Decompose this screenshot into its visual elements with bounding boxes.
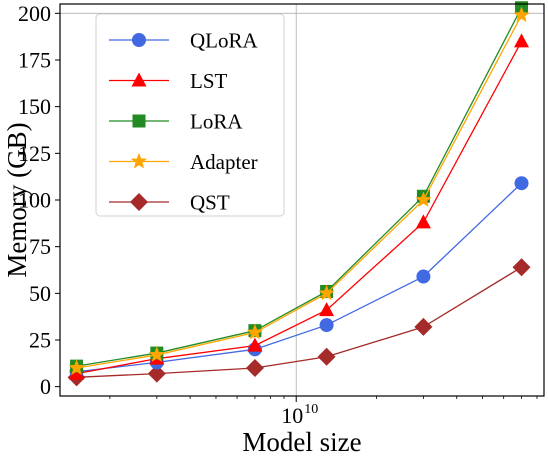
data-point xyxy=(318,284,335,301)
data-point xyxy=(414,317,433,336)
data-point xyxy=(148,346,166,362)
legend-marker xyxy=(130,193,148,211)
legend-marker xyxy=(130,152,148,169)
data-point xyxy=(319,318,334,333)
data-point xyxy=(513,6,530,23)
series-qst xyxy=(67,258,531,387)
y-tick-label: 100 xyxy=(18,188,51,213)
x-axis-ticks: 10 10 xyxy=(109,396,538,428)
y-tick-label: 150 xyxy=(18,94,51,119)
x-tick-label-exponent: 10 xyxy=(304,402,318,417)
x-axis-title: Model size xyxy=(242,427,361,457)
y-tick-label: 200 xyxy=(18,1,51,26)
y-axis-ticks: 0 25 50 75 100 125 150 175 200 xyxy=(18,1,60,399)
legend-label: QLoRA xyxy=(190,29,259,53)
legend-label: QST xyxy=(190,191,230,215)
data-point xyxy=(68,359,85,376)
y-tick-label: 25 xyxy=(29,328,51,353)
y-tick-label: 125 xyxy=(18,141,51,166)
data-point xyxy=(319,302,335,317)
legend-label: LST xyxy=(190,69,228,93)
legend-marker xyxy=(132,33,146,47)
legend-item-qst: QST xyxy=(109,191,230,215)
series-line xyxy=(76,182,522,373)
legend-label: LoRA xyxy=(190,110,243,134)
legend-label: Adapter xyxy=(190,150,258,174)
y-axis-title: Memory (GB) xyxy=(2,122,32,277)
grid-lines xyxy=(60,4,544,396)
x-tick-label: 10 xyxy=(281,403,303,428)
data-point xyxy=(514,176,529,191)
data-point xyxy=(246,323,264,340)
y-tick-label: 50 xyxy=(29,281,51,306)
legend-marker xyxy=(131,72,147,87)
legend-item-lora: LoRA xyxy=(109,110,243,134)
series-line xyxy=(76,41,523,375)
legend: QLoRA LST LoRA Adapter QST xyxy=(95,13,285,217)
series-line xyxy=(76,7,523,367)
data-point xyxy=(514,33,530,48)
legend-item-lst: LST xyxy=(109,69,228,93)
y-tick-label: 0 xyxy=(40,374,51,399)
series-line xyxy=(76,266,522,378)
data-point xyxy=(317,347,336,366)
data-point xyxy=(245,359,264,377)
legend-item-adapter: Adapter xyxy=(109,150,258,174)
data-point xyxy=(147,364,166,383)
legend-marker xyxy=(132,114,146,128)
legend-item-qlora: QLoRA xyxy=(109,29,259,53)
data-point xyxy=(415,214,431,229)
series-layer xyxy=(67,1,531,387)
series-adapter xyxy=(68,6,530,376)
data-point xyxy=(512,258,531,277)
data-point xyxy=(415,191,432,208)
data-point xyxy=(247,337,263,352)
series-line xyxy=(76,14,523,369)
y-tick-label: 175 xyxy=(18,48,51,73)
data-point xyxy=(416,269,431,284)
y-tick-label: 75 xyxy=(29,234,51,259)
